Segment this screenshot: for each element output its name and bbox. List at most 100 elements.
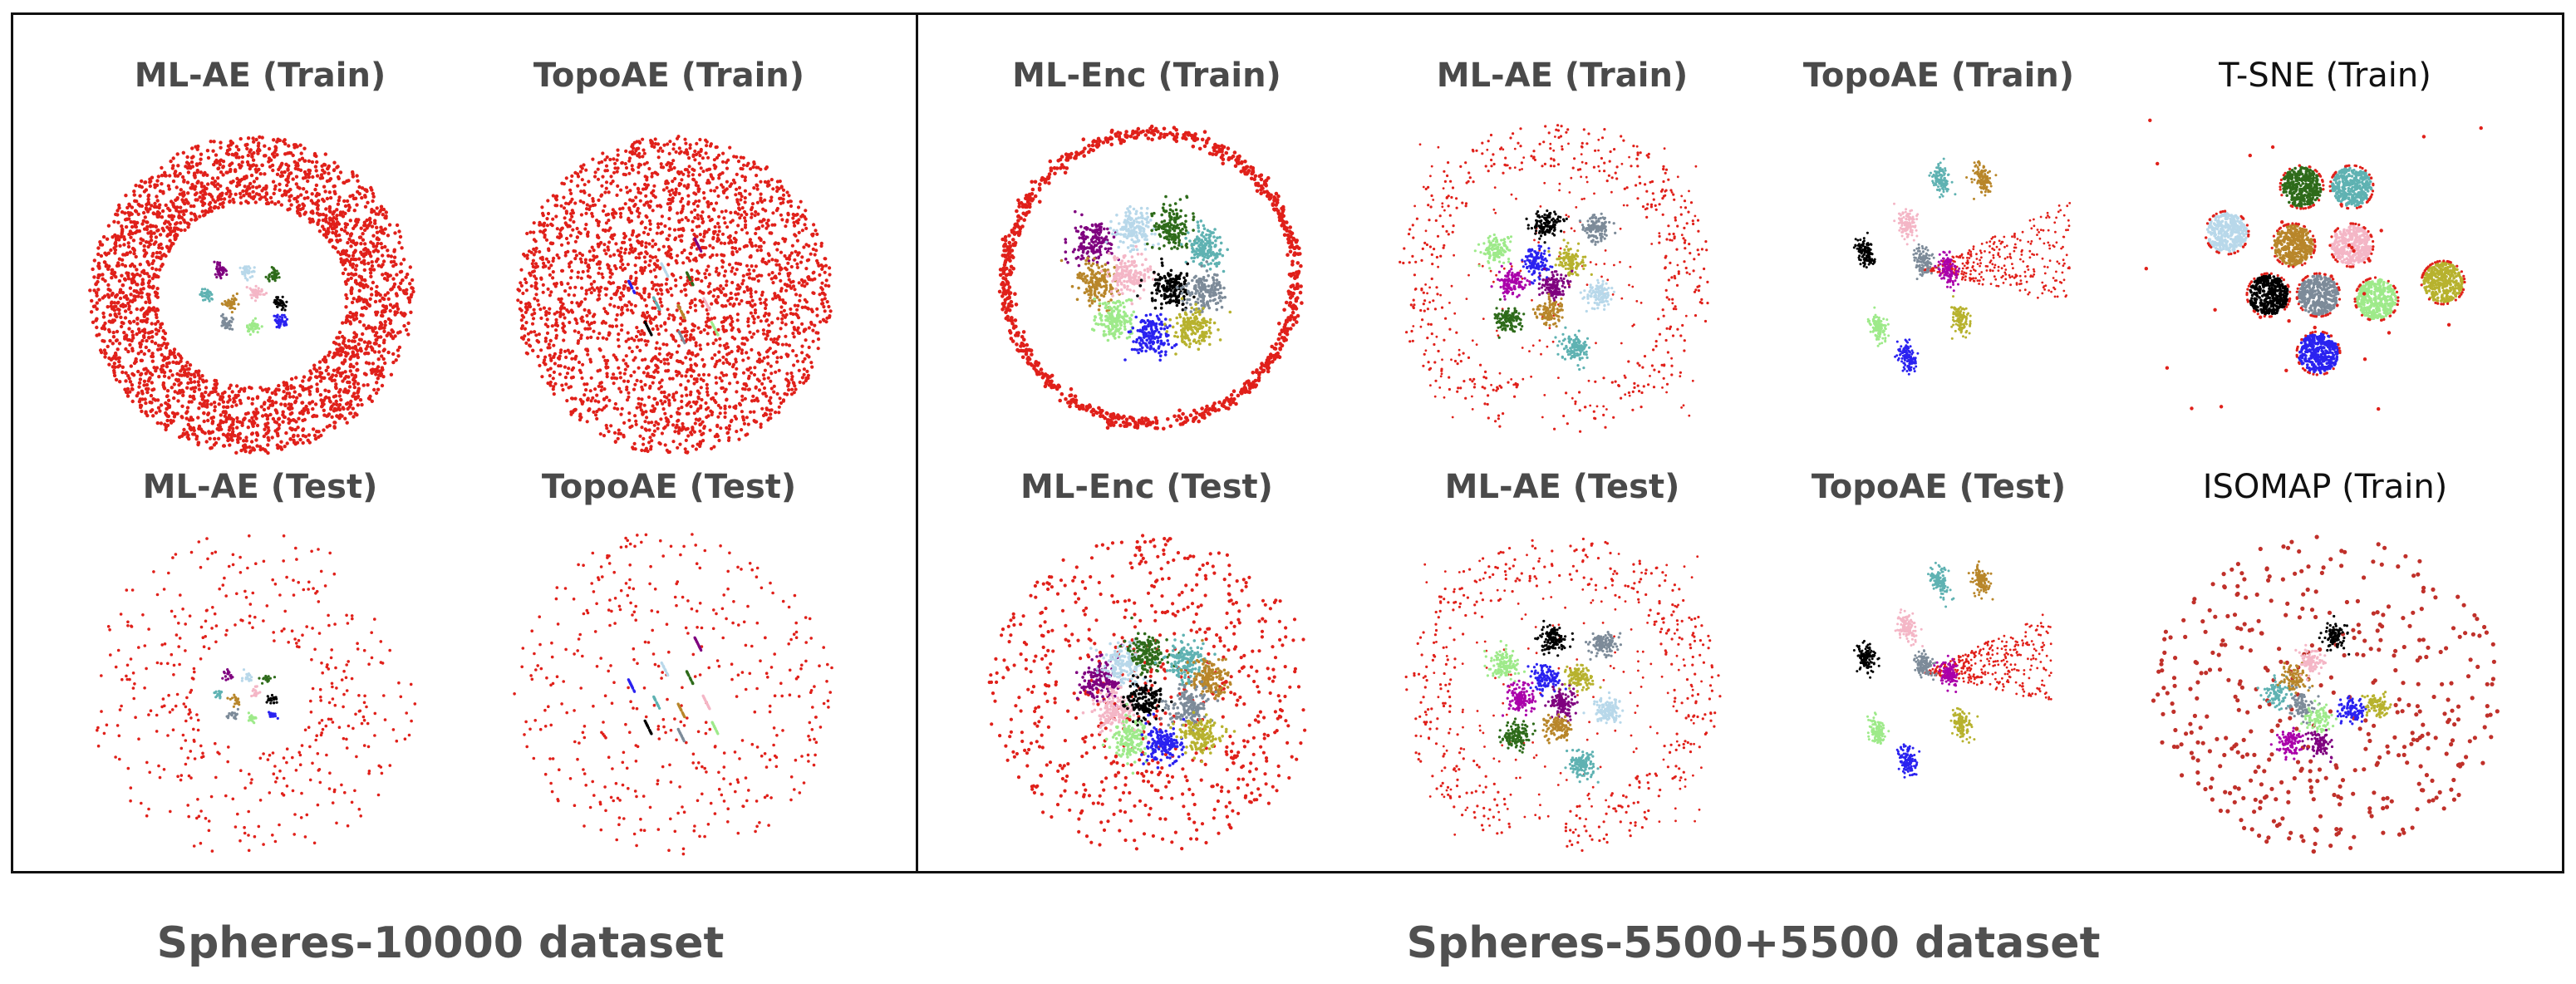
scatter-point: [644, 194, 648, 198]
scatter-point: [600, 408, 604, 412]
scatter-point: [238, 195, 243, 199]
scatter-point: [542, 306, 546, 310]
scatter-point: [135, 322, 140, 326]
scatter-point: [779, 310, 784, 314]
scatter-point: [245, 265, 248, 268]
scatter-point: [410, 286, 415, 291]
scatter-point: [228, 322, 231, 325]
scatter-point: [793, 258, 797, 262]
scatter-point: [617, 305, 621, 309]
scatter-point: [718, 343, 722, 347]
scatter-point: [680, 239, 684, 244]
scatter-point: [647, 293, 651, 297]
scatter-point: [537, 340, 541, 344]
scatter-point: [338, 413, 342, 417]
scatter-point: [617, 386, 622, 391]
scatter-point: [376, 241, 380, 246]
scatter-point: [278, 315, 282, 318]
scatter-point: [608, 303, 612, 307]
scatter-point: [674, 278, 678, 283]
scatter-point: [122, 295, 126, 299]
scatter-point: [752, 277, 756, 281]
scatter-point: [783, 253, 787, 258]
scatter-point: [604, 293, 608, 297]
scatter-point: [715, 155, 720, 160]
scatter-point: [612, 170, 617, 175]
scatter-point: [378, 298, 382, 303]
scatter-point: [350, 286, 354, 290]
scatter-point: [301, 206, 305, 210]
scatter-point: [291, 177, 295, 181]
scatter-point: [697, 224, 701, 229]
scatter-point: [610, 212, 614, 216]
scatter-point: [116, 300, 120, 305]
scatter-point: [627, 337, 631, 342]
scatter-point: [633, 356, 637, 360]
scatter-point: [554, 214, 558, 219]
scatter-point: [281, 295, 284, 298]
scatter-point: [695, 247, 699, 251]
scatter-point: [669, 287, 673, 291]
scatter-point: [395, 302, 399, 307]
scatter-point: [184, 364, 188, 368]
scatter-point: [684, 438, 688, 442]
scatter-point: [679, 275, 683, 280]
scatter-point: [658, 297, 662, 301]
scatter-point: [303, 435, 308, 439]
scatter-point: [270, 266, 273, 269]
scatter-point: [391, 360, 396, 365]
scatter-point: [781, 197, 785, 201]
scatter-point: [589, 399, 593, 403]
scatter-point: [234, 184, 239, 189]
scatter-point: [345, 179, 349, 184]
scatter-point: [89, 310, 94, 314]
scatter-point: [617, 431, 621, 435]
scatter-point: [287, 189, 291, 194]
scatter-point: [224, 300, 227, 303]
scatter-point: [568, 234, 573, 238]
scatter-point: [354, 258, 358, 262]
scatter-point: [742, 421, 746, 426]
scatter-point: [218, 425, 222, 429]
scatter-point: [622, 358, 626, 362]
scatter-point: [591, 396, 595, 400]
scatter-point: [250, 401, 254, 406]
scatter-point: [374, 248, 378, 252]
scatter-point: [193, 218, 198, 222]
scatter-point: [206, 155, 211, 160]
scatter-point: [141, 318, 145, 323]
scatter-point: [639, 402, 643, 406]
scatter-point: [170, 373, 175, 377]
scatter-point: [740, 351, 744, 355]
scatter-point: [146, 379, 150, 383]
scatter-point: [150, 266, 155, 271]
scatter-point: [638, 348, 642, 352]
scatter-point: [519, 327, 524, 331]
scatter-point: [352, 331, 356, 335]
scatter-point: [543, 339, 548, 343]
scatter-point: [548, 307, 552, 311]
scatter-point: [200, 430, 205, 434]
scatter-point: [313, 402, 318, 406]
scatter-point: [547, 342, 551, 347]
scatter-point: [248, 287, 252, 290]
scatter-point: [571, 375, 575, 379]
scatter-point: [335, 336, 339, 340]
scatter-point: [634, 195, 638, 199]
scatter-point: [189, 380, 194, 385]
scatter-point: [173, 226, 177, 230]
scatter-point: [729, 420, 733, 424]
scatter-point: [154, 411, 159, 415]
scatter-point: [249, 440, 254, 444]
scatter-point: [189, 386, 194, 391]
scatter-point: [327, 372, 331, 376]
scatter-point: [641, 137, 645, 141]
scatter-point: [164, 174, 168, 178]
scatter-point: [643, 265, 647, 270]
scatter-point: [292, 438, 296, 443]
scatter-point: [641, 358, 645, 362]
scatter-point: [684, 386, 688, 390]
scatter-point: [771, 211, 775, 215]
scatter-point: [632, 182, 637, 186]
scatter-point: [252, 140, 256, 144]
